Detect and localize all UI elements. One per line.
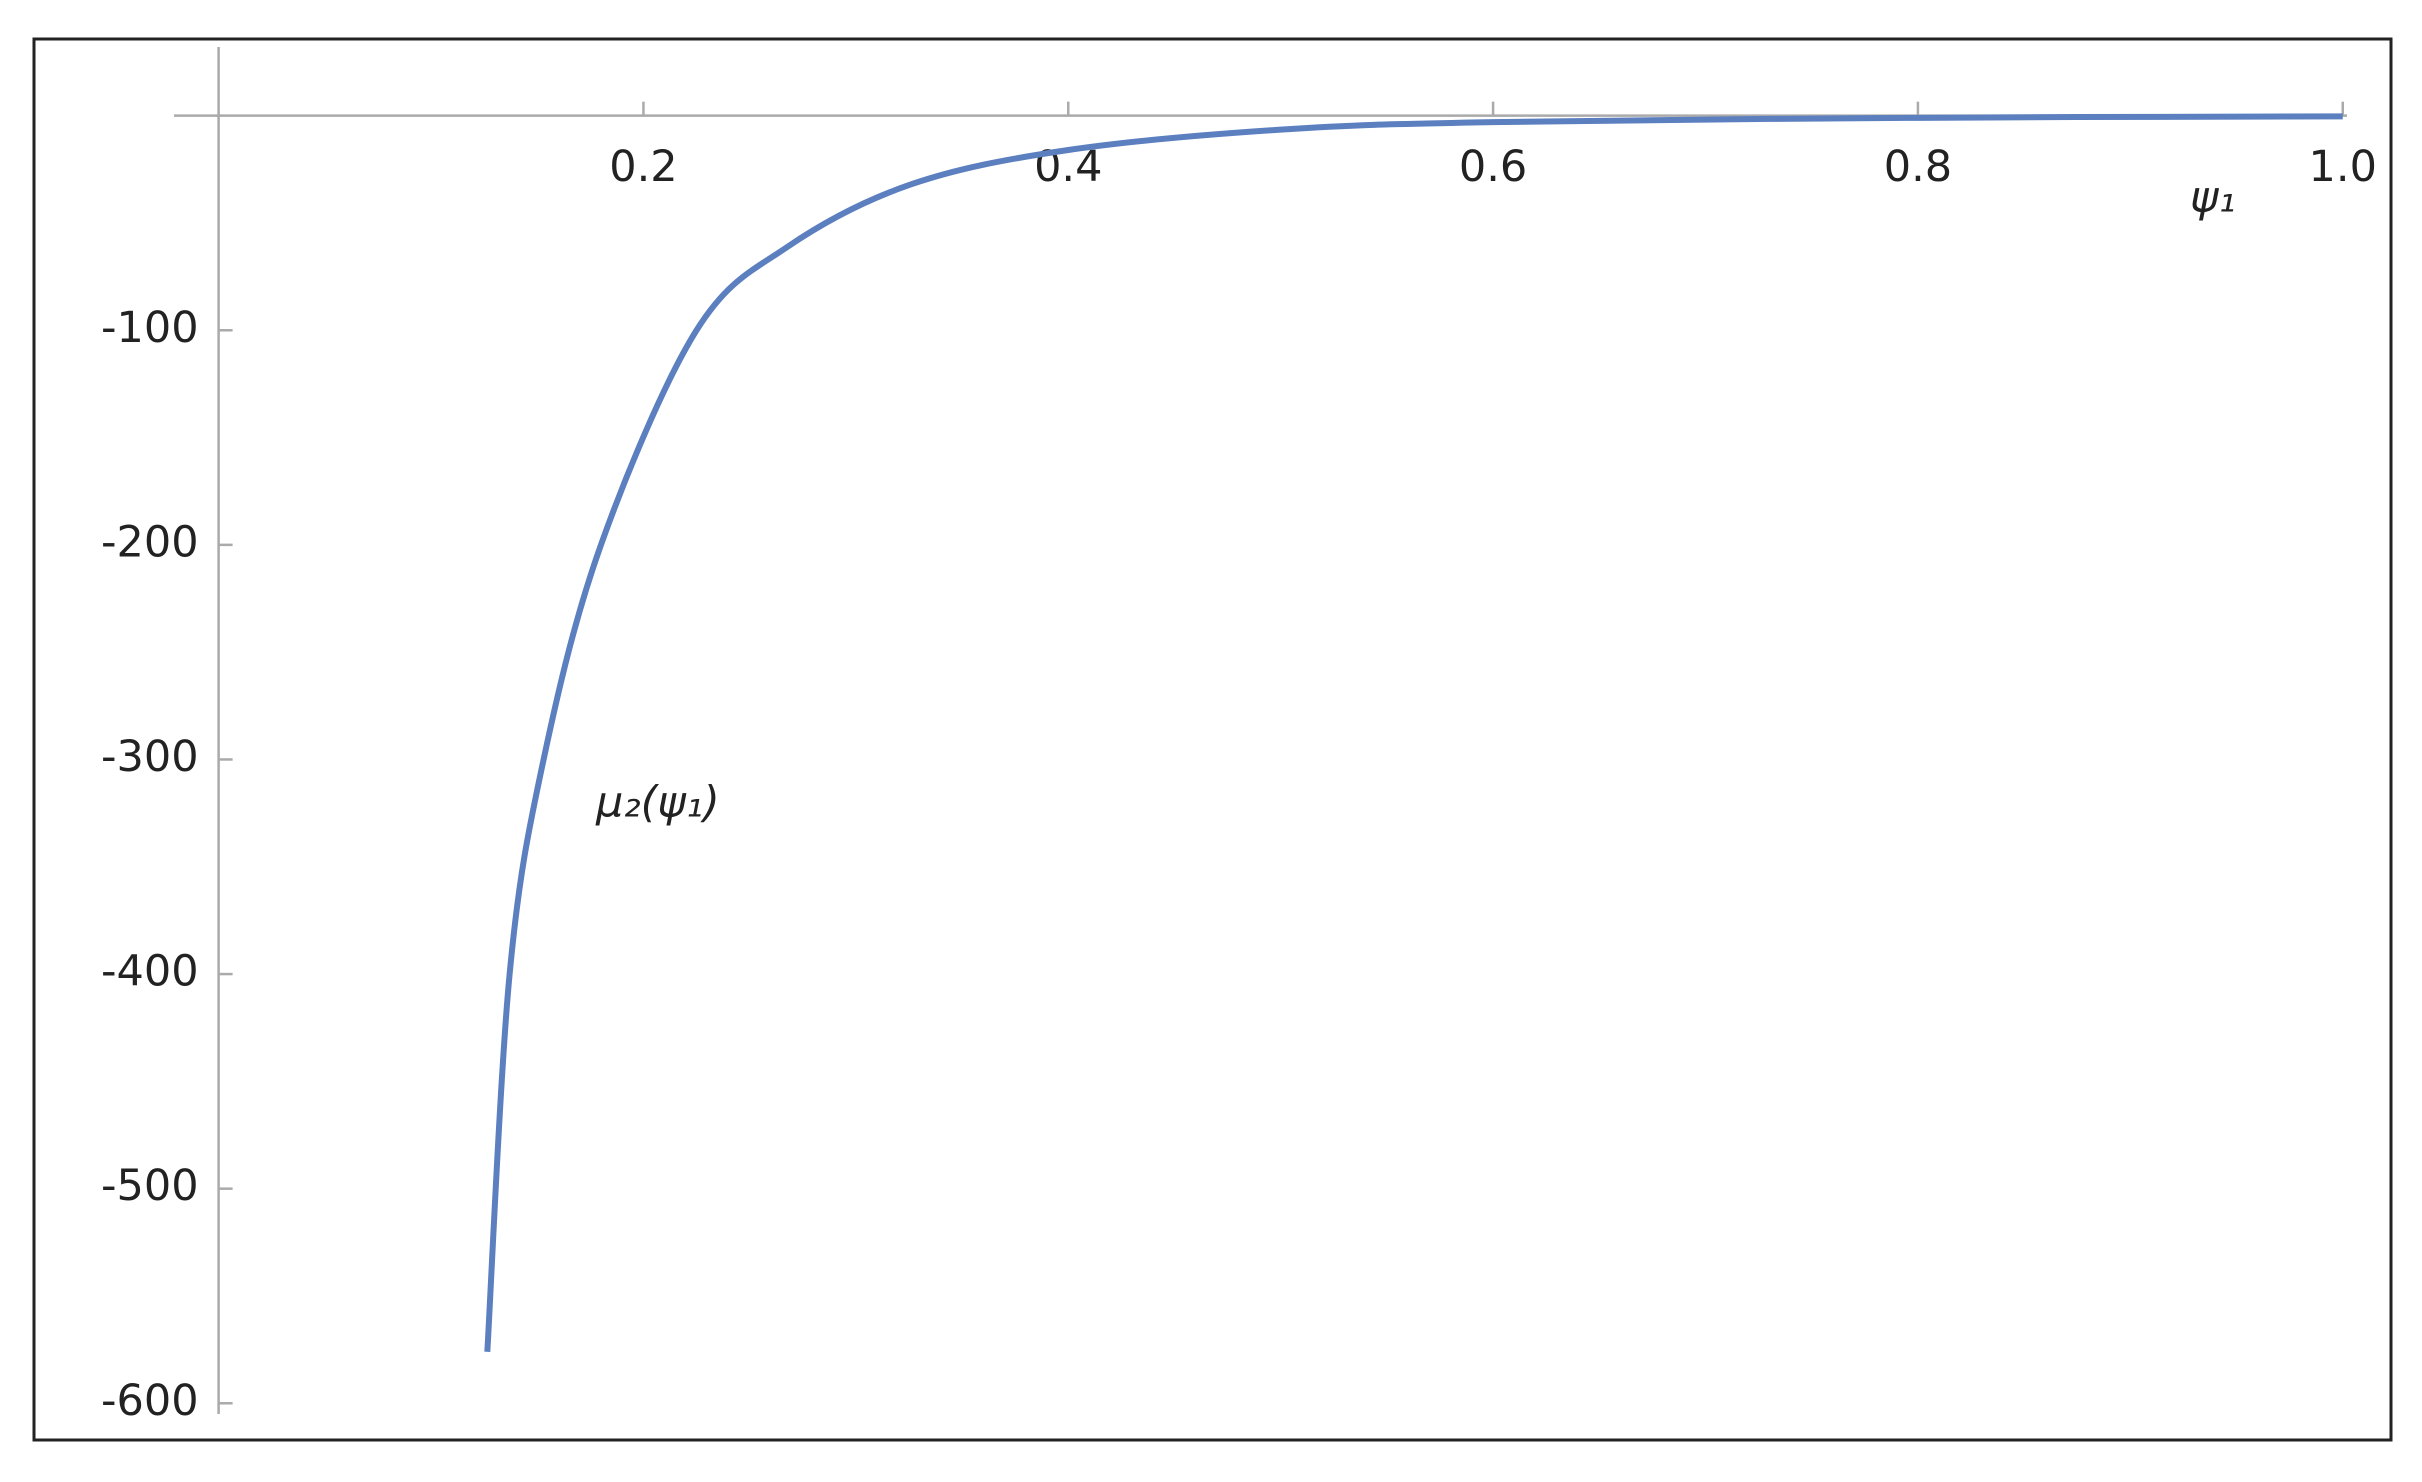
curve-annotation: μ₂(ψ₁) (595, 778, 720, 828)
y-tick-label: -500 (101, 1161, 199, 1211)
x-tick-label: 1.0 (2309, 142, 2377, 192)
plot-area: 0.2 0.4 0.6 0.8 1.0-600-500-400-300-200-100ψ… (101, 47, 2377, 1426)
y-tick-label: -600 (101, 1376, 199, 1426)
y-tick-label: -300 (101, 732, 199, 782)
y-tick-label: -400 (101, 947, 199, 997)
x-axis-label: ψ₁ (2190, 173, 2236, 223)
curve (484, 113, 2343, 1352)
x-tick-label: 0.6 (1459, 142, 1527, 192)
frame (32, 37, 2393, 1442)
x-tick-label: 0.2 (609, 142, 677, 192)
y-tick-label: -100 (101, 303, 199, 353)
y-tick-label: -200 (101, 517, 199, 567)
x-tick-label: 0.8 (1884, 142, 1952, 192)
